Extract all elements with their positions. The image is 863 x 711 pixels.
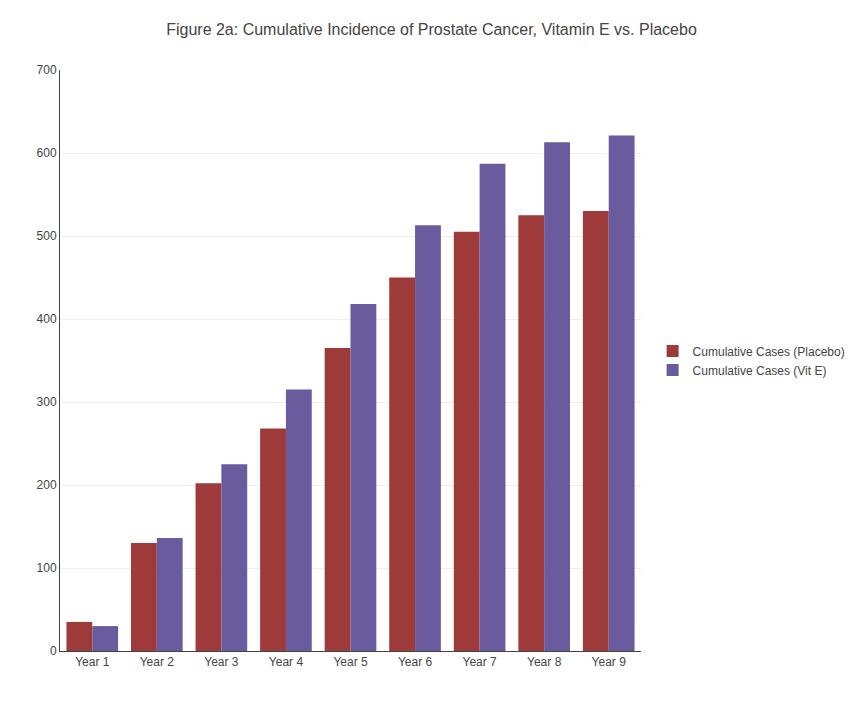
svg-text:Cumulative Cases (Placebo): Cumulative Cases (Placebo) [693, 345, 845, 359]
svg-text:100: 100 [37, 561, 57, 575]
svg-text:Year 6: Year 6 [398, 655, 433, 669]
svg-text:300: 300 [37, 395, 57, 409]
svg-text:Year 8: Year 8 [527, 655, 562, 669]
svg-text:Year 3: Year 3 [204, 655, 239, 669]
svg-text:700: 700 [37, 63, 57, 77]
svg-text:500: 500 [37, 229, 57, 243]
svg-text:Figure 2a: Cumulative Incidenc: Figure 2a: Cumulative Incidence of Prost… [166, 21, 697, 38]
svg-text:400: 400 [37, 312, 57, 326]
svg-text:200: 200 [37, 478, 57, 492]
svg-text:Cumulative Cases (Vit E): Cumulative Cases (Vit E) [693, 364, 827, 378]
svg-text:Year 7: Year 7 [462, 655, 497, 669]
svg-text:Year 9: Year 9 [592, 655, 627, 669]
svg-text:0: 0 [50, 644, 57, 658]
svg-text:600: 600 [37, 146, 57, 160]
svg-text:Year 5: Year 5 [333, 655, 368, 669]
svg-text:Year 4: Year 4 [269, 655, 304, 669]
svg-text:Year 2: Year 2 [140, 655, 175, 669]
svg-text:Year 1: Year 1 [75, 655, 110, 669]
